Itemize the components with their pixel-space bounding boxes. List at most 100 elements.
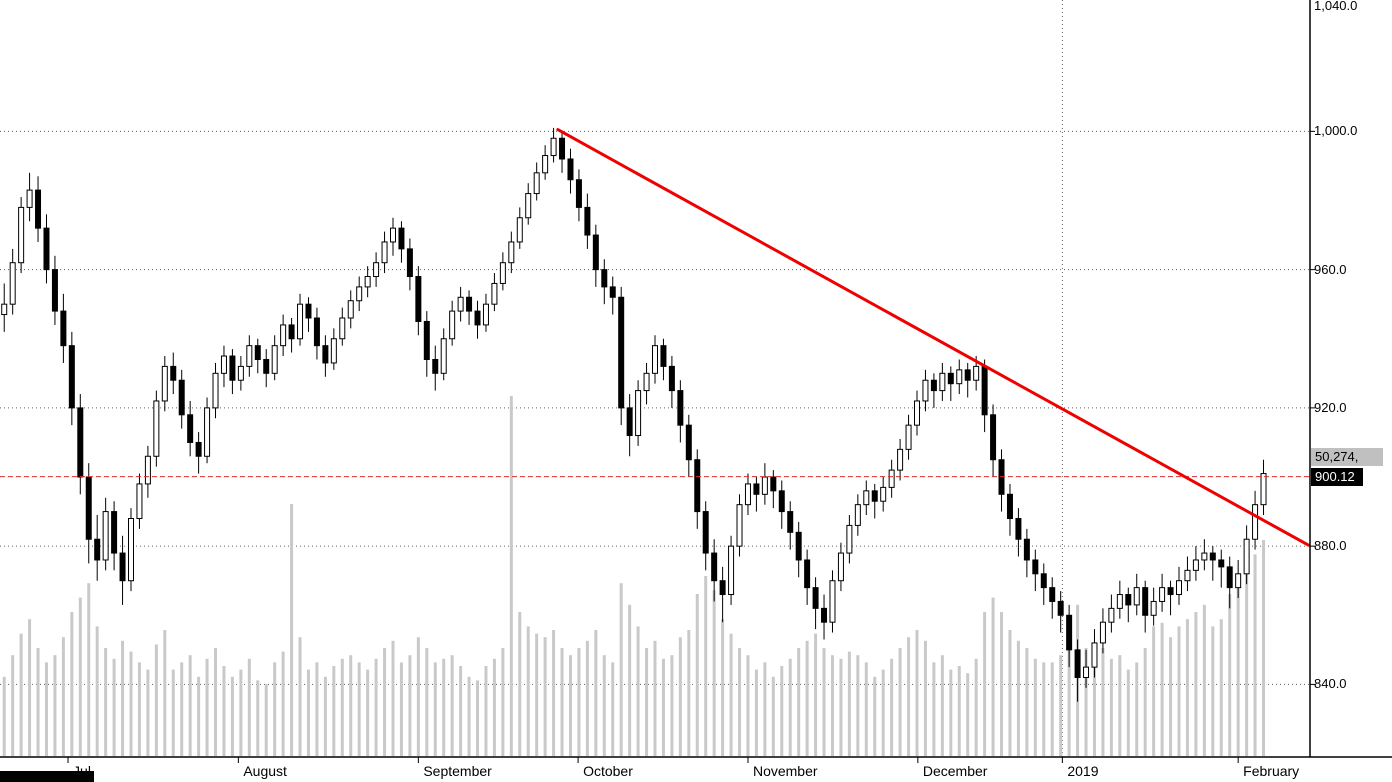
volume-bar (11, 655, 15, 756)
candle-body (1142, 587, 1149, 616)
volume-bar (19, 633, 23, 756)
candle-body (1023, 538, 1030, 561)
candle-body (1133, 587, 1140, 606)
candle-body (508, 241, 515, 264)
volume-bar (1228, 594, 1232, 756)
volume-bar (1245, 568, 1249, 756)
candle-body (660, 345, 667, 367)
volume-bar (366, 669, 370, 756)
candle-body (1108, 607, 1115, 623)
candle-body (643, 372, 650, 392)
candle-body (575, 179, 582, 208)
candle-body (753, 483, 760, 495)
volume-bar (1059, 655, 1063, 756)
volume-bar (754, 669, 758, 756)
candle-body (584, 206, 591, 236)
candle-body (905, 424, 912, 450)
candle-body (770, 476, 777, 492)
volume-bar (822, 648, 826, 756)
volume-bar (1033, 658, 1037, 756)
volume-bar (535, 633, 539, 756)
volume-bar (87, 583, 91, 756)
volume-bar (687, 630, 691, 756)
volume-bar (197, 676, 201, 756)
candle-body (246, 345, 253, 367)
candle-body (440, 338, 447, 374)
volume-bar (188, 655, 192, 756)
volume-bar (797, 648, 801, 756)
candle-body (1184, 569, 1191, 582)
candle-body (1006, 493, 1013, 519)
volume-bar (585, 640, 589, 756)
volume-bar (670, 655, 674, 756)
candle-body (880, 486, 887, 502)
candle-body (339, 317, 346, 340)
volume-bar (907, 637, 911, 756)
candle-body (1159, 587, 1166, 602)
candle-body (922, 379, 929, 402)
candle-body (668, 365, 675, 392)
volume-bar (898, 648, 902, 756)
candle-body (26, 189, 33, 208)
candle-body (609, 286, 616, 298)
volume-bar (306, 669, 310, 756)
candle-body (618, 296, 625, 409)
candle-body (804, 559, 811, 589)
downtrend-line (556, 128, 1310, 547)
volume-bar (137, 662, 141, 756)
volume-bar (594, 630, 598, 756)
volume-bar (214, 648, 218, 756)
volume-bar (1202, 604, 1206, 756)
candle-body (601, 269, 608, 288)
candle-body (990, 414, 997, 461)
candle-body (821, 607, 828, 623)
volume-bar (1126, 669, 1130, 756)
volume-bar (923, 640, 927, 756)
volume-bar (1016, 640, 1020, 756)
candle-body (795, 531, 802, 561)
volume-bar (746, 655, 750, 756)
candle-body (35, 189, 42, 229)
candle-body (744, 483, 751, 506)
candle-body (373, 262, 380, 278)
volume-bar (44, 662, 48, 756)
volume-bar (611, 662, 615, 756)
volume-bar (645, 648, 649, 756)
candle-body (9, 262, 16, 305)
candle-body (778, 490, 785, 513)
candle-body (347, 300, 354, 319)
candle-body (702, 511, 709, 554)
volume-bar (433, 662, 437, 756)
candle-body (525, 193, 532, 219)
volume-bar (205, 658, 209, 756)
candle-body (43, 227, 50, 271)
volume-bar (814, 633, 818, 756)
volume-bar (974, 658, 978, 756)
candle-body (516, 217, 523, 243)
candle-body (1116, 594, 1123, 609)
candle-body (652, 345, 658, 374)
volume-bar (957, 666, 961, 756)
volume-bar (1135, 662, 1139, 756)
candle-body (1015, 517, 1022, 540)
volume-bar (1025, 648, 1029, 756)
volume-bar (298, 637, 302, 756)
candle-body (229, 355, 236, 381)
volume-badge: 50,274, (1311, 447, 1383, 466)
candle-body (550, 137, 557, 157)
volume-bar (864, 662, 868, 756)
candle-body (68, 345, 75, 409)
volume-bar (1067, 626, 1071, 756)
candle-body (592, 234, 599, 271)
candle-body (947, 372, 954, 385)
candle-body (1209, 552, 1216, 561)
volume-bar (171, 669, 175, 756)
volume-bar (856, 655, 860, 756)
candle-body (457, 296, 464, 312)
candle-body (635, 390, 642, 437)
candle-body (280, 324, 287, 347)
candle-body (914, 400, 920, 426)
candle-body (364, 276, 371, 288)
candle-body (1235, 573, 1242, 589)
